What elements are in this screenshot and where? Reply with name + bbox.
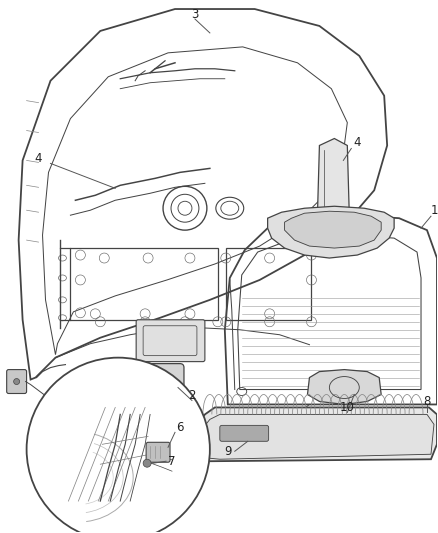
Polygon shape <box>285 211 381 248</box>
Text: 9: 9 <box>224 445 232 458</box>
Text: 7: 7 <box>168 455 176 468</box>
Text: 4: 4 <box>353 136 361 149</box>
Circle shape <box>14 378 20 384</box>
Text: 4: 4 <box>35 152 42 165</box>
Text: 2: 2 <box>188 389 196 402</box>
FancyBboxPatch shape <box>136 320 205 361</box>
Text: 3: 3 <box>191 7 198 20</box>
FancyBboxPatch shape <box>108 364 184 389</box>
Circle shape <box>143 459 151 467</box>
Polygon shape <box>307 369 381 405</box>
Polygon shape <box>193 407 437 461</box>
Circle shape <box>27 358 210 533</box>
Polygon shape <box>268 206 394 258</box>
Text: 1: 1 <box>430 204 438 217</box>
Text: 10: 10 <box>340 401 355 414</box>
FancyBboxPatch shape <box>220 425 268 441</box>
Polygon shape <box>318 139 350 222</box>
Text: 8: 8 <box>423 395 431 408</box>
FancyBboxPatch shape <box>7 369 27 393</box>
Polygon shape <box>198 415 434 459</box>
Text: 6: 6 <box>176 421 184 434</box>
FancyBboxPatch shape <box>146 442 170 462</box>
